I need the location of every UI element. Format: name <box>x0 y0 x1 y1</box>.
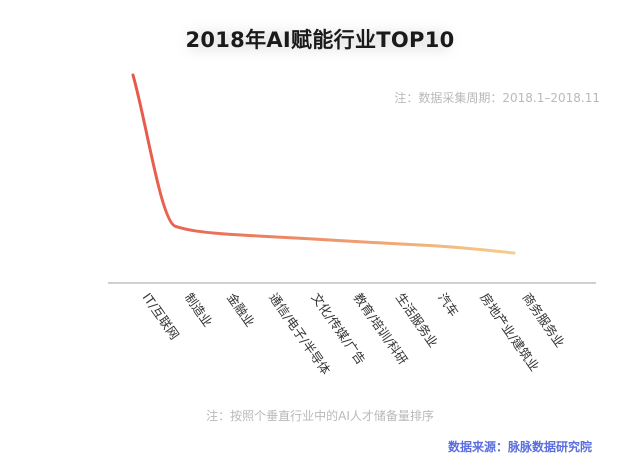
category-label: IT/互联网 <box>140 290 183 342</box>
category-label: 汽车 <box>435 290 462 319</box>
category-label: 制造业 <box>182 290 216 329</box>
data-source: 数据来源：脉脉数据研究院 <box>447 440 592 454</box>
chart-title: 2018年AI赋能行业TOP10 <box>185 28 455 52</box>
series-line <box>131 73 516 255</box>
category-labels: IT/互联网 制造业 金融业 通信/电子/半导体文化/传媒/广告教育/培训/科研生活服… <box>140 290 568 378</box>
category-label: 商务服务业 <box>520 290 568 350</box>
title-shadow <box>188 31 450 51</box>
category-label: 金融业 <box>224 290 258 329</box>
period-note: 注：数据采集周期：2018.1–2018.11 <box>394 91 600 105</box>
ranking-note: 注：按照个垂直行业中的AI人才储备量排序 <box>206 409 434 423</box>
category-label: 生活服务业 <box>393 290 441 350</box>
